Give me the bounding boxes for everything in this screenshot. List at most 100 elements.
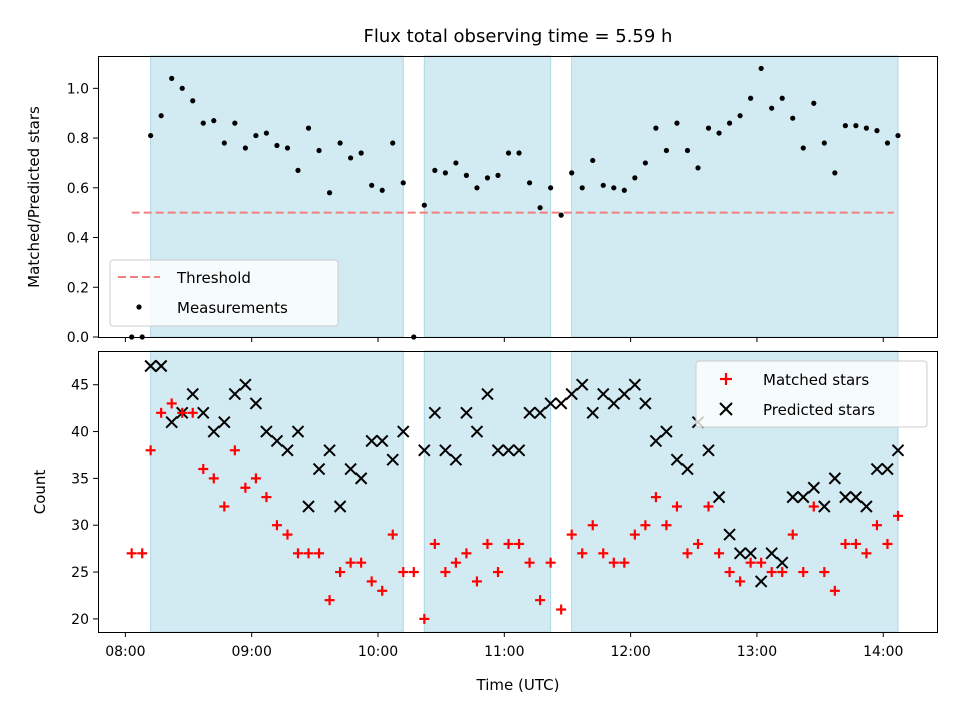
matched-star-point — [208, 473, 219, 484]
matched-star-point — [387, 529, 398, 540]
measurement-point — [348, 155, 354, 161]
measurement-point — [821, 140, 827, 146]
matched-star-point — [303, 548, 314, 559]
matched-star-point — [419, 613, 430, 624]
matched-star-point — [198, 464, 209, 475]
matched-star-point — [356, 557, 367, 568]
measurement-point — [800, 145, 806, 151]
top-plot-frame — [98, 56, 938, 338]
bottom-points — [126, 359, 905, 624]
predicted-star-point — [828, 472, 842, 485]
measurement-point — [600, 182, 606, 188]
predicted-star-point — [365, 434, 378, 448]
measurement-point — [274, 142, 280, 149]
predicted-star-point — [376, 434, 389, 448]
y-tick-label: 0.4 — [67, 231, 89, 247]
top-panel: 0.0 0.2 0.4 0.6 0.8 1.0 Flux total observing … — [25, 26, 938, 346]
predicted-star-point — [291, 425, 305, 438]
measurement-point — [621, 187, 627, 193]
predicted-star-point — [218, 415, 231, 429]
bottom-y-axis-ticks: 20 25 30 35 40 45 — [71, 378, 98, 628]
matched-star-point — [693, 538, 703, 549]
predicted-star-point — [260, 425, 273, 438]
top-legend-measurements-label: Measurements — [177, 299, 288, 317]
predicted-star-point — [470, 425, 484, 438]
y-tick-label: 40 — [71, 425, 89, 441]
top-shaded-intervals — [150, 55, 899, 338]
matched-star-point — [871, 520, 882, 531]
measurement-point — [263, 130, 270, 136]
matched-star-point — [840, 538, 851, 549]
predicted-star-point — [607, 397, 620, 410]
predicted-star-point — [860, 500, 873, 513]
matched-star-point — [461, 548, 472, 559]
predicted-star-point — [523, 406, 536, 420]
predicted-star-point — [681, 462, 694, 476]
measurement-point — [611, 185, 617, 191]
x-tick-label: 10:00 — [358, 644, 398, 660]
predicted-star-point — [281, 444, 294, 457]
matched-star-point — [882, 538, 893, 549]
bottom-legend: Matched stars Predicted stars — [695, 360, 928, 428]
measurement-point — [190, 98, 196, 104]
measurement-point — [295, 167, 301, 173]
matched-star-point — [177, 407, 188, 418]
matched-star-point — [556, 604, 567, 615]
predicted-star-point — [207, 425, 220, 438]
predicted-star-point — [712, 490, 726, 504]
predicted-star-point — [418, 444, 431, 457]
bottom-legend-predicted-label: Predicted stars — [763, 401, 875, 419]
predicted-star-point — [891, 444, 905, 457]
matched-star-point — [650, 492, 661, 503]
matched-star-point — [893, 510, 903, 521]
predicted-star-point — [323, 444, 336, 457]
measurement-point — [874, 128, 880, 134]
measurement-point — [526, 180, 533, 186]
measurement-point — [737, 113, 743, 119]
matched-star-point — [703, 501, 714, 512]
measurement-point — [558, 212, 564, 218]
matched-star-point — [714, 548, 725, 559]
y-tick-label: 30 — [71, 518, 89, 534]
matched-star-point — [482, 538, 493, 549]
x-tick-label: 12:00 — [610, 644, 650, 660]
predicted-star-point — [386, 453, 399, 466]
predicted-star-point — [776, 556, 789, 569]
measurement-point — [200, 120, 206, 126]
predicted-star-point — [544, 397, 557, 410]
predicted-star-point — [312, 462, 326, 476]
top-y-axis-label: Matched/Predicted stars — [25, 106, 43, 288]
predicted-star-point — [481, 387, 494, 401]
matched-star-point — [787, 529, 798, 540]
measurement-point — [463, 172, 470, 178]
measurement-point — [253, 132, 259, 139]
matched-star-point — [735, 576, 746, 587]
matched-star-point — [408, 567, 419, 578]
y-tick-label: 0.0 — [67, 330, 89, 346]
matched-star-point — [126, 548, 137, 559]
measurement-point — [663, 147, 670, 154]
measurement-point — [579, 185, 585, 191]
measurement-point — [684, 147, 691, 154]
predicted-star-point — [649, 434, 663, 448]
measurement-point — [769, 105, 775, 111]
bottom-y-axis-label: Count — [31, 470, 49, 515]
predicted-star-point — [228, 387, 242, 401]
matched-star-point — [271, 520, 282, 531]
measurement-point — [653, 125, 659, 131]
matched-star-point — [619, 557, 630, 568]
measurement-point — [748, 95, 754, 101]
bottom-panel: 20 25 30 35 40 45 08:00 09:00 10:00 11:00 12:00 13… — [31, 350, 938, 694]
matched-star-point — [577, 548, 588, 559]
predicted-star-point — [881, 462, 894, 476]
matched-star-point — [850, 538, 861, 549]
matched-star-point — [608, 557, 619, 568]
matched-star-point — [471, 576, 482, 587]
matched-star-point — [819, 567, 830, 578]
measurement-point — [358, 150, 364, 156]
matched-star-point — [524, 557, 535, 568]
predicted-star-point — [144, 359, 157, 373]
predicted-star-point — [491, 444, 505, 457]
predicted-star-point — [449, 453, 463, 466]
top-legend: Threshold Measurements — [109, 259, 339, 327]
